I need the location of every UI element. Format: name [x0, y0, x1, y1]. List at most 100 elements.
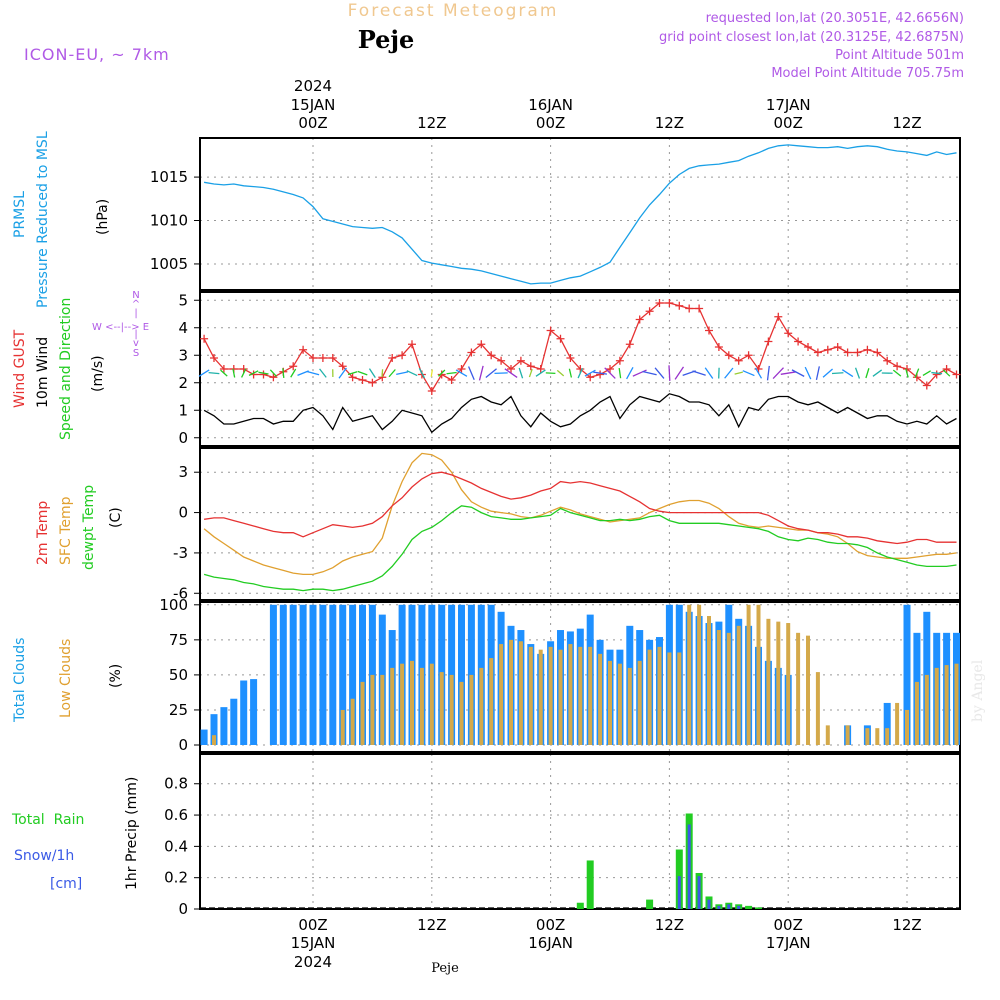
gust-marker: [843, 348, 852, 357]
low-cloud-bar: [350, 698, 355, 745]
low-cloud-bar: [806, 635, 810, 745]
location-title: Peje: [358, 25, 415, 54]
svg-text:|: |: [134, 308, 137, 319]
wind-direction-arrow: [905, 368, 909, 378]
wind-direction-arrow: [232, 368, 236, 378]
gust-marker: [932, 370, 941, 379]
bottom-axis-label: 12Z: [655, 916, 684, 934]
gust-marker: [645, 307, 654, 316]
low-cloud-bar: [489, 658, 494, 745]
wind-direction-arrow: [780, 371, 796, 375]
wind-direction-arrow: [766, 365, 770, 381]
wind-direction-arrow: [396, 371, 409, 376]
compass-we: W <--|--> E: [92, 322, 149, 333]
low-cloud-bar: [479, 667, 484, 745]
wind-direction-arrow: [854, 367, 861, 379]
wind-direction-arrow: [668, 365, 671, 381]
low-cloud-bar: [410, 660, 414, 745]
temp-2m-label: 2m Temp: [35, 501, 51, 565]
top-axis-label: 2024: [294, 77, 332, 95]
pressure-unit: (hPa): [95, 199, 111, 235]
bottom-axis-label: 2024: [294, 953, 332, 971]
top-axis-label: 17JAN: [766, 96, 811, 114]
gust-marker: [546, 326, 555, 335]
low-cloud-bar: [617, 663, 622, 745]
low-cloud-bar: [687, 604, 692, 745]
wind-direction-arrow: [381, 369, 384, 378]
temp-ytick-label: -3: [173, 544, 188, 562]
wind-direction-arrow: [347, 371, 358, 376]
wind-direction-arrow: [368, 368, 376, 379]
gust-marker: [289, 362, 298, 371]
wind-direction-arrow: [220, 369, 228, 377]
pressure-panel: 1005 1010 1015: [150, 137, 961, 291]
total-cloud-bar: [250, 679, 258, 745]
gust-marker: [635, 315, 644, 324]
wind-direction-arrow: [822, 368, 833, 378]
temp-sfc-label: SFC Temp: [58, 496, 74, 565]
gust-marker: [922, 381, 931, 390]
rain-bar: [745, 905, 753, 909]
gust-marker: [615, 356, 624, 365]
wind-frame: [199, 291, 961, 447]
wind-ytick-label: 4: [178, 319, 188, 337]
compass-ns: N ^ | | v S: [132, 290, 140, 359]
pressure-frame: [199, 137, 961, 291]
temp-unit: (C): [108, 507, 124, 528]
low-cloud-bar: [509, 639, 513, 745]
low-cloud-bar: [914, 681, 919, 745]
gust-marker: [447, 376, 456, 384]
total-cloud-bar: [359, 604, 366, 745]
gust-marker: [724, 351, 733, 360]
gust-marker: [269, 373, 278, 382]
low-cloud-bar: [924, 674, 929, 745]
low-cloud-bar: [400, 663, 405, 745]
low-cloud-bar: [845, 725, 850, 745]
precip-ytick-label: 0.4: [164, 837, 188, 855]
bottom-axis-label: 16JAN: [528, 934, 573, 952]
snow-bar: [737, 905, 741, 909]
low-cloud-bar: [578, 646, 583, 745]
gust-marker: [408, 340, 416, 349]
temp-ytick-label: -6: [173, 584, 188, 602]
pressure-label-prmsl: PRMSL: [12, 191, 28, 238]
wind-direction-arrow: [438, 369, 446, 377]
temp-ytick-label: 3: [178, 463, 188, 481]
dewpoint-line: [203, 505, 957, 592]
wind-direction-arrow: [754, 367, 763, 379]
low-cloud-bar: [647, 649, 652, 745]
precip-axis-label: 1hr Precip (mm): [124, 777, 140, 890]
gust-marker: [883, 356, 892, 365]
cloud-ytick-label: 75: [169, 631, 188, 649]
bottom-axis-label: 12Z: [892, 916, 921, 934]
snow-bar: [727, 904, 731, 909]
wind-direction-arrow: [604, 367, 616, 379]
gust-marker: [863, 345, 872, 354]
gust-marker: [328, 354, 337, 362]
temp-frame: [199, 447, 961, 601]
gust-marker: [784, 329, 793, 338]
total-cloud-bar: [279, 604, 287, 745]
gust-marker: [695, 304, 704, 313]
wind-direction-arrow: [724, 367, 734, 379]
model-name: ICON-EU, ~ 7km: [24, 45, 170, 64]
cloud-ytick-label: 0: [178, 736, 188, 754]
gust-marker: [427, 387, 436, 395]
snow-bar: [707, 899, 711, 909]
precip-rain-label: Total Rain: [11, 812, 84, 828]
low-cloud-bar: [905, 709, 909, 745]
point-altitude: Point Altitude 501m: [835, 48, 964, 63]
precip-snow-label: Snow/1h: [14, 848, 74, 864]
top-axis-label: 16JAN: [528, 96, 573, 114]
rain-bar: [576, 902, 584, 909]
low-cloud-bar: [865, 728, 870, 745]
gust-marker: [685, 304, 694, 313]
gust-marker: [210, 354, 218, 362]
low-cloud-bar: [340, 709, 345, 745]
bottom-axis-label: 17JAN: [766, 934, 811, 952]
gust-marker: [299, 345, 308, 354]
cloud-ytick-label: 25: [169, 701, 188, 719]
pressure-ytick-label: 1010: [150, 212, 188, 230]
low-cloud-bar: [954, 663, 959, 745]
wind-direction-arrow: [626, 367, 634, 380]
